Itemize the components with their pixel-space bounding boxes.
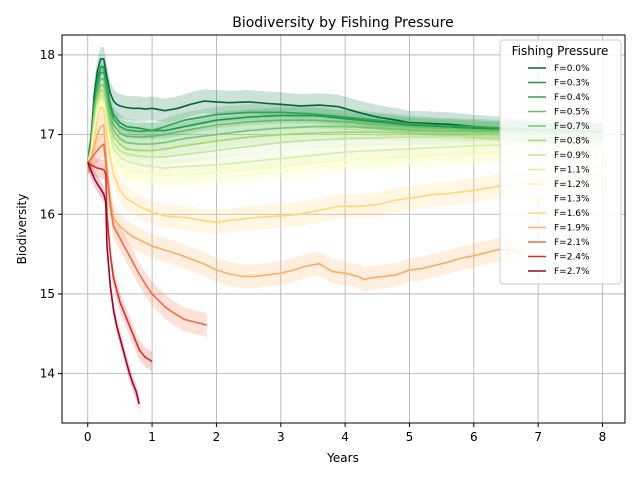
series-band — [87, 77, 603, 171]
y-tick-label: 14 — [40, 367, 55, 381]
legend-label: F=0.3% — [554, 79, 590, 89]
legend: Fishing Pressure F=0.0% F=0.3% F=0.4% F=0.5… — [499, 39, 622, 285]
legend-label: F=1.6% — [554, 209, 590, 219]
y-tick-label: 18 — [40, 48, 55, 62]
legend-label: F=1.2% — [554, 180, 590, 190]
x-tick-label: 1 — [148, 430, 156, 444]
x-axis-label: Years — [326, 451, 359, 465]
legend-label: F=2.7% — [554, 267, 590, 277]
series-line — [86, 66, 603, 163]
legend-label: F=2.1% — [554, 238, 590, 248]
legend-label: F=0.8% — [554, 137, 590, 147]
y-axis-label: Biodiversity — [15, 194, 29, 265]
legend-label: F=1.1% — [554, 166, 590, 176]
x-tick-label: 0 — [84, 430, 92, 444]
series-line — [86, 84, 603, 163]
x-tick-label: 5 — [406, 430, 414, 444]
series-line — [87, 143, 207, 326]
chart-title: Biodiversity by Fishing Pressure — [232, 15, 454, 31]
y-axis: 14 15 16 17 18 — [40, 48, 62, 381]
legend-label: F=1.3% — [554, 195, 590, 205]
series-band — [87, 91, 603, 186]
series-band — [87, 86, 603, 171]
legend-label: F=0.5% — [554, 108, 590, 118]
y-tick-label: 15 — [40, 287, 55, 301]
series-line — [86, 78, 603, 163]
legend-label: F=0.7% — [554, 122, 590, 132]
legend-label: F=1.9% — [554, 224, 590, 234]
series-band — [87, 113, 526, 292]
y-tick-label: 16 — [40, 207, 55, 221]
legend-label: F=0.0% — [554, 64, 590, 74]
series-line — [86, 58, 603, 163]
series-line — [87, 103, 603, 182]
legend-label: F=2.4% — [554, 253, 590, 263]
series-line — [86, 71, 603, 163]
series-band — [87, 70, 603, 171]
plot-frame — [61, 34, 626, 424]
series-line — [86, 90, 603, 163]
series-band — [87, 58, 603, 171]
x-tick-label: 2 — [213, 430, 221, 444]
legend-label: F=0.4% — [554, 93, 590, 103]
x-tick-label: 7 — [534, 430, 542, 444]
series-lines — [86, 58, 603, 405]
series-line — [86, 100, 603, 177]
series-line — [86, 97, 603, 169]
series-band — [87, 152, 153, 372]
y-tick-label: 17 — [40, 128, 55, 142]
x-tick-label: 8 — [599, 430, 607, 444]
series-line — [86, 162, 140, 405]
series-line — [87, 124, 526, 281]
series-line — [87, 105, 603, 223]
legend-box — [499, 39, 622, 285]
series-band — [87, 94, 603, 235]
series-line — [87, 161, 153, 363]
series-line — [86, 94, 603, 163]
x-axis: 0 1 2 3 4 5 6 7 8 — [84, 423, 606, 444]
legend-label: F=0.9% — [554, 151, 590, 161]
series-band — [87, 47, 603, 175]
series-band — [87, 90, 603, 176]
legend-title: Fishing Pressure — [512, 44, 609, 58]
series-band — [87, 94, 603, 191]
series-band — [87, 132, 207, 337]
x-tick-label: 3 — [277, 430, 285, 444]
x-tick-label: 4 — [341, 430, 349, 444]
x-tick-label: 6 — [470, 430, 478, 444]
